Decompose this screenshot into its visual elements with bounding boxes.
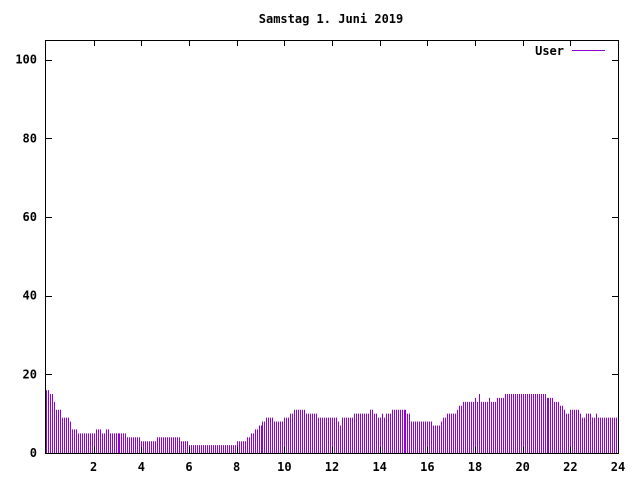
y-tick-label: 0 — [30, 446, 37, 460]
x-tick-label: 4 — [138, 460, 145, 474]
legend-label: User — [535, 44, 564, 58]
x-tick-label: 16 — [420, 460, 434, 474]
y-tick-label: 40 — [23, 289, 37, 303]
y-tick-label: 100 — [15, 53, 37, 67]
x-tick-label: 14 — [372, 460, 386, 474]
x-tick-label: 2 — [90, 460, 97, 474]
x-tick-label: 8 — [233, 460, 240, 474]
bar-series — [46, 390, 617, 453]
x-tick-label: 12 — [325, 460, 339, 474]
x-tick-label: 6 — [185, 460, 192, 474]
chart-title: Samstag 1. Juni 2019 — [259, 12, 404, 26]
plot-frame — [45, 40, 619, 454]
x-tick-label: 18 — [468, 460, 482, 474]
y-axis: 0 20 40 60 80 100 — [15, 53, 618, 460]
x-tick-label: 10 — [277, 460, 291, 474]
x-axis: 2 4 6 8 10 12 14 16 18 20 22 24 — [90, 40, 625, 474]
y-tick-label: 20 — [23, 367, 37, 381]
x-tick-label: 22 — [563, 460, 577, 474]
x-tick-label: 20 — [515, 460, 529, 474]
y-tick-label: 60 — [23, 210, 37, 224]
x-tick-label: 24 — [611, 460, 625, 474]
y-tick-label: 80 — [23, 131, 37, 145]
legend: User — [535, 44, 605, 58]
